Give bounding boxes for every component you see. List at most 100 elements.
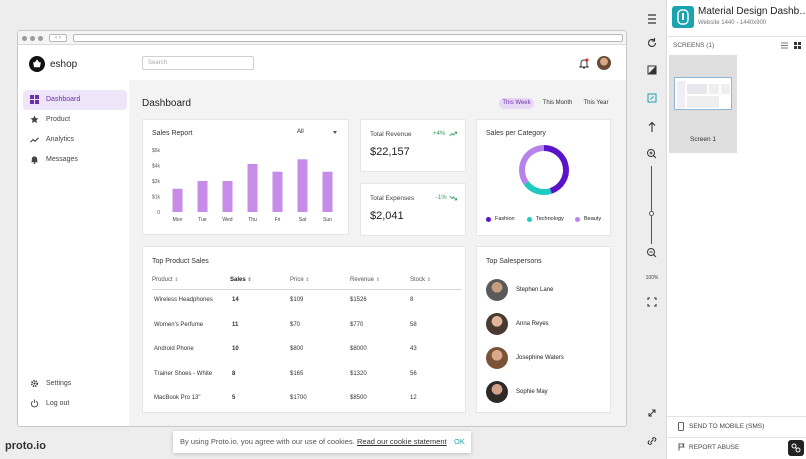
slice-beauty[interactable] — [519, 145, 545, 185]
bar-sun[interactable] — [322, 171, 333, 212]
avatar — [486, 279, 508, 301]
person-name: Anna Reyes — [516, 321, 549, 327]
sidebar-item-product[interactable]: Product — [23, 110, 127, 130]
sidebar-item-analytics[interactable]: Analytics — [23, 130, 127, 150]
grid-view-icon[interactable] — [794, 42, 801, 49]
slice-technology[interactable] — [523, 181, 552, 195]
report-abuse-button[interactable]: REPORT ABUSE — [675, 441, 785, 455]
cell-stock: 58 — [410, 322, 417, 328]
tab-this-month[interactable]: This Month — [542, 100, 573, 106]
fit-screen-icon[interactable] — [641, 293, 663, 311]
col-header-product[interactable]: Product ⇕ — [152, 277, 179, 283]
bar-sat[interactable] — [297, 159, 308, 212]
list-item[interactable]: Josephine Waters — [486, 347, 606, 371]
zoom-out-icon[interactable] — [641, 244, 663, 262]
project-panel: Material Design Dashb… Website 1440 - 14… — [666, 0, 806, 459]
bar-fri[interactable] — [272, 171, 283, 212]
sidebar-item-logout[interactable]: Log out — [23, 394, 127, 414]
tab-this-year[interactable]: This Year — [583, 100, 609, 106]
cookie-ok-button[interactable]: OK — [454, 437, 465, 446]
table-row[interactable]: MacBook Pro 13" 5 $1700 $8500 12 — [152, 395, 462, 407]
chevron-down-icon — [333, 131, 337, 134]
bar-tue[interactable] — [197, 181, 208, 212]
col-header-price[interactable]: Price ⇕ — [290, 277, 310, 283]
cell-stock: 12 — [410, 395, 417, 401]
sales-report-title: Sales Report — [152, 130, 193, 137]
sidebar-item-messages[interactable]: Messages — [23, 150, 127, 170]
x-tick-label: Sun — [323, 217, 332, 223]
x-tick-label: Sat — [299, 217, 307, 223]
cell-revenue: $1320 — [350, 371, 367, 377]
y-tick-label: $6k — [152, 148, 161, 154]
total-expenses-card: Total Expenses -1% $2,041 — [360, 183, 466, 236]
x-tick-label: Wed — [222, 217, 232, 223]
cookie-statement-link[interactable]: Read our cookie statement — [357, 437, 447, 446]
table-row[interactable]: Wireless Headphones 14 $109 $1526 8 — [152, 297, 462, 309]
x-tick-label: Tue — [198, 217, 207, 223]
legend-label: Technology — [536, 216, 564, 222]
flag-icon — [678, 443, 685, 451]
user-avatar[interactable] — [597, 56, 611, 70]
address-bar — [73, 34, 623, 42]
expenses-value: $2,041 — [370, 210, 404, 222]
share-icon[interactable] — [788, 440, 804, 456]
cell-product: Women's Perfume — [154, 322, 204, 328]
slice-fashion[interactable] — [543, 145, 569, 194]
cell-product: Trainer Shoes - White — [154, 371, 213, 377]
list-view-icon[interactable] — [781, 42, 788, 49]
cell-revenue: $770 — [350, 322, 364, 328]
zoom-slider-track[interactable] — [651, 166, 652, 244]
sales-filter-dropdown[interactable]: All — [297, 129, 337, 139]
table-row[interactable]: Trainer Shoes - White 8 $165 $1320 56 — [152, 371, 462, 383]
col-header-stock[interactable]: Stock ⇕ — [410, 277, 431, 283]
list-item[interactable]: Stephen Lane — [486, 279, 606, 303]
col-header-sales[interactable]: Sales ⇕ — [230, 277, 252, 283]
expand-icon[interactable] — [641, 404, 663, 422]
list-item[interactable]: Anna Reyes — [486, 313, 606, 337]
touch-icon[interactable] — [641, 117, 663, 135]
sidebar-item-label: Product — [46, 116, 71, 123]
cell-revenue: $8500 — [350, 395, 367, 401]
sales-filter-value: All — [297, 129, 304, 135]
screen-thumbnail-card[interactable]: Screen 1 — [669, 55, 737, 153]
bar-thu[interactable] — [247, 163, 258, 212]
panel-divider — [667, 416, 806, 417]
sidebar-item-settings[interactable]: Settings — [23, 374, 127, 394]
avatar — [486, 347, 508, 369]
project-subtitle: Website 1440 - 1440x900 — [698, 20, 767, 26]
table-row[interactable]: Women's Perfume 11 $70 $770 58 — [152, 322, 462, 334]
sort-icon: ⇕ — [247, 277, 252, 283]
cell-price: $800 — [290, 346, 304, 352]
person-name: Josephine Waters — [516, 355, 564, 361]
table-row[interactable]: Android Phone 10 $800 $8000 43 — [152, 346, 462, 358]
zoom-in-icon[interactable] — [641, 145, 663, 163]
contrast-icon[interactable] — [641, 61, 663, 79]
sidebar-item-dashboard[interactable]: Dashboard — [23, 90, 127, 110]
menu-icon[interactable] — [641, 10, 663, 28]
cell-sales: 10 — [232, 346, 239, 352]
sales-report-card: Sales Report All 0 $1k $2k $4k $6k Mon Tue Wed T… — [142, 119, 349, 235]
sidebar-item-label: Log out — [46, 400, 70, 407]
top-salespersons-card: Top Salespersons Stephen Lane Anna Reyes… — [476, 246, 611, 413]
trend-icon — [30, 135, 39, 144]
revenue-value: $22,157 — [370, 146, 410, 158]
link-icon[interactable] — [641, 432, 663, 450]
send-to-mobile-label: SEND TO MOBILE (SMS) — [689, 423, 765, 430]
x-tick-label: Thu — [248, 217, 257, 223]
hotspot-icon[interactable] — [641, 89, 663, 107]
notification-bell-icon[interactable] — [579, 58, 589, 69]
screen-thumbnail — [674, 77, 732, 110]
tab-this-week[interactable]: This Week — [499, 98, 534, 109]
top-products-card: Top Product Sales Product ⇕ Sales ⇕ Pric… — [142, 246, 466, 413]
list-item[interactable]: Sophie May — [486, 381, 606, 405]
search-input[interactable]: Search — [142, 56, 254, 70]
refresh-icon[interactable] — [641, 34, 663, 52]
bar-wed[interactable] — [222, 181, 233, 212]
bar-mon[interactable] — [172, 188, 183, 212]
col-header-revenue[interactable]: Revenue ⇕ — [350, 277, 380, 283]
cell-revenue: $8000 — [350, 346, 367, 352]
protoio-logo: proto.io — [5, 440, 46, 452]
project-app-icon — [672, 6, 694, 28]
send-to-mobile-button[interactable]: SEND TO MOBILE (SMS) — [675, 420, 803, 434]
zoom-slider-handle[interactable] — [649, 211, 654, 216]
